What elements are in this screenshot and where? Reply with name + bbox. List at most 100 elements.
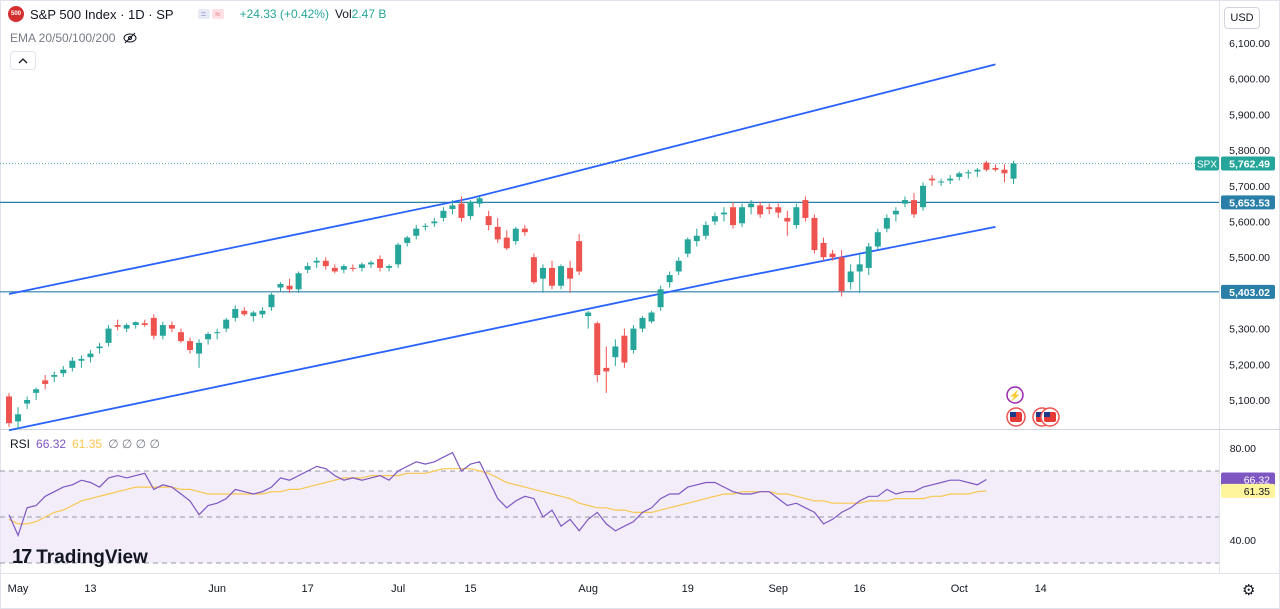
candle[interactable]	[739, 203, 746, 227]
candle[interactable]	[476, 196, 483, 208]
candle[interactable]	[159, 321, 166, 340]
candle[interactable]	[539, 264, 546, 293]
channel-upper-line[interactable]	[8, 63, 996, 295]
candle[interactable]	[223, 317, 230, 333]
candle[interactable]	[322, 257, 329, 270]
candle[interactable]	[368, 260, 374, 268]
candle[interactable]	[214, 328, 221, 340]
candle[interactable]	[965, 169, 972, 179]
candle[interactable]	[150, 314, 157, 340]
currency-button[interactable]: USD	[1224, 7, 1260, 29]
candle[interactable]	[42, 375, 49, 390]
candle[interactable]	[259, 307, 266, 318]
candle[interactable]	[648, 310, 655, 324]
candle[interactable]	[603, 346, 610, 393]
candle[interactable]	[313, 257, 320, 268]
candle[interactable]	[205, 332, 212, 345]
candle[interactable]	[711, 212, 718, 226]
candle[interactable]	[485, 210, 492, 231]
candle[interactable]	[331, 264, 338, 274]
candle[interactable]	[883, 214, 890, 233]
candle[interactable]	[956, 171, 963, 181]
candle[interactable]	[666, 271, 673, 288]
candle[interactable]	[60, 366, 67, 377]
candle[interactable]	[358, 262, 365, 272]
candle[interactable]	[693, 228, 700, 247]
candle[interactable]	[449, 200, 456, 215]
candle[interactable]	[612, 339, 619, 367]
candle[interactable]	[702, 221, 709, 240]
candle[interactable]	[757, 201, 764, 218]
candle[interactable]	[521, 225, 528, 236]
candle[interactable]	[684, 237, 691, 258]
candle[interactable]	[78, 355, 85, 368]
candle[interactable]	[549, 260, 555, 290]
candle[interactable]	[187, 337, 193, 354]
candle[interactable]	[874, 228, 881, 251]
candle[interactable]	[947, 175, 954, 185]
candle[interactable]	[847, 264, 854, 290]
candle[interactable]	[395, 242, 402, 268]
candle[interactable]	[105, 325, 112, 347]
candle[interactable]	[1010, 160, 1017, 185]
candle[interactable]	[576, 233, 583, 276]
candle[interactable]	[69, 357, 76, 372]
candle[interactable]	[829, 250, 836, 261]
candle[interactable]	[377, 255, 384, 272]
candle[interactable]	[775, 203, 782, 218]
candle[interactable]	[295, 271, 302, 293]
candle[interactable]	[748, 200, 755, 215]
candle[interactable]	[177, 328, 184, 343]
candle[interactable]	[784, 210, 791, 236]
candle[interactable]	[349, 264, 356, 272]
candle[interactable]	[1001, 164, 1008, 183]
candle[interactable]	[675, 257, 682, 276]
candle[interactable]	[865, 242, 872, 276]
candle[interactable]	[250, 310, 257, 322]
event-lightning-icon[interactable]	[1006, 386, 1024, 404]
candle[interactable]	[494, 217, 501, 243]
rsi-legend[interactable]: RSI 66.32 61.35 ∅ ∅ ∅ ∅	[10, 437, 160, 451]
collapse-legend-button[interactable]	[10, 51, 36, 70]
candle[interactable]	[567, 260, 574, 293]
candle[interactable]	[24, 396, 31, 409]
channel-lower-line[interactable]	[8, 226, 996, 432]
candle[interactable]	[440, 207, 447, 222]
candle[interactable]	[15, 407, 22, 432]
tradingview-logo[interactable]: 17 TradingView	[12, 546, 148, 569]
candle[interactable]	[340, 264, 347, 274]
candle[interactable]	[594, 321, 601, 383]
candle[interactable]	[856, 253, 863, 293]
candle[interactable]	[87, 350, 94, 363]
candle[interactable]	[304, 262, 311, 274]
candle[interactable]	[974, 167, 981, 177]
candle[interactable]	[512, 226, 519, 245]
candle[interactable]	[639, 316, 646, 333]
ema-label[interactable]: EMA 20/50/100/200	[10, 31, 116, 45]
candle[interactable]	[838, 250, 845, 297]
candle[interactable]	[413, 225, 420, 240]
candle[interactable]	[892, 207, 899, 222]
candle[interactable]	[277, 282, 284, 292]
candle[interactable]	[802, 196, 809, 222]
candle[interactable]	[51, 371, 58, 383]
candle[interactable]	[6, 392, 12, 427]
candle[interactable]	[730, 201, 736, 229]
candle[interactable]	[530, 253, 537, 284]
candle[interactable]	[422, 223, 429, 231]
settings-gear-icon[interactable]: ⚙	[1242, 582, 1256, 599]
candle[interactable]	[585, 310, 592, 329]
indicator-legend[interactable]: EMA 20/50/100/200	[10, 31, 137, 45]
candle[interactable]	[983, 160, 990, 172]
candle[interactable]	[621, 328, 628, 368]
candle[interactable]	[196, 339, 203, 368]
candle[interactable]	[431, 217, 438, 227]
candle[interactable]	[720, 207, 727, 222]
candle[interactable]	[811, 214, 818, 254]
eye-hidden-icon[interactable]	[123, 32, 137, 44]
candle[interactable]	[168, 321, 175, 333]
candle[interactable]	[458, 196, 465, 222]
candle[interactable]	[33, 387, 40, 400]
candle[interactable]	[929, 175, 936, 186]
